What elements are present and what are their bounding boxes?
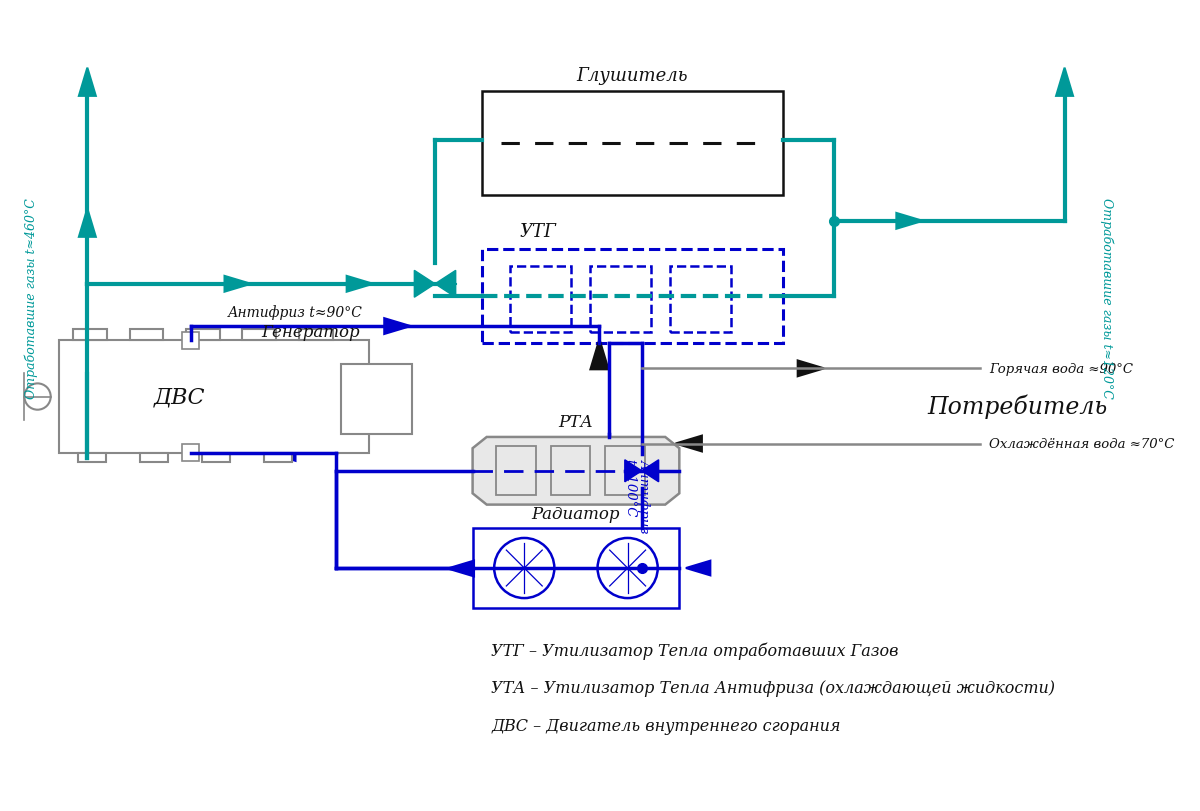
Polygon shape [798, 361, 824, 377]
Text: УТА – Утилизатор Тепла Антифриза (охлаждающей жидкости): УТА – Утилизатор Тепла Антифриза (охлажд… [491, 680, 1055, 697]
Text: Отработавшие газы t≈120°C: Отработавшие газы t≈120°C [1100, 198, 1114, 399]
Bar [482, 92, 782, 195]
Polygon shape [642, 460, 659, 483]
Polygon shape [473, 437, 679, 505]
Bar [605, 447, 644, 496]
Polygon shape [79, 209, 96, 238]
Polygon shape [676, 436, 702, 452]
Polygon shape [347, 277, 373, 292]
Bar [140, 453, 168, 463]
Polygon shape [686, 561, 710, 576]
Bar [264, 453, 292, 463]
Polygon shape [414, 271, 436, 298]
Bar [78, 453, 106, 463]
Text: РТА: РТА [558, 414, 593, 431]
Polygon shape [384, 319, 410, 335]
Polygon shape [1056, 69, 1073, 97]
Text: УТГ: УТГ [520, 222, 557, 240]
Bar [59, 341, 370, 453]
Bar [551, 447, 590, 496]
Bar [670, 267, 731, 333]
Text: Горячая вода ≈90°C: Горячая вода ≈90°C [990, 363, 1134, 375]
Text: ДВС: ДВС [154, 386, 205, 408]
Polygon shape [625, 460, 642, 483]
Bar [182, 445, 199, 461]
Bar [496, 447, 535, 496]
Bar [473, 529, 679, 608]
Bar [482, 250, 782, 344]
Text: Антифриз t≈90°C: Антифриз t≈90°C [228, 304, 364, 320]
Bar [510, 267, 571, 333]
Text: Отработавшие газы t≈460°C: Отработавшие газы t≈460°C [24, 198, 37, 399]
Text: УТГ – Утилизатор Тепла отработавших Газов: УТГ – Утилизатор Тепла отработавших Газо… [491, 642, 899, 659]
Text: Охлаждённая вода ≈70°C: Охлаждённая вода ≈70°C [990, 437, 1175, 450]
Text: Радиатор: Радиатор [532, 506, 620, 523]
Polygon shape [601, 445, 617, 471]
Text: ДВС – Двигатель внутреннего сгорания: ДВС – Двигатель внутреннего сгорания [491, 717, 841, 734]
Polygon shape [436, 271, 456, 298]
Bar [299, 329, 332, 341]
Bar [341, 364, 412, 435]
Polygon shape [224, 277, 251, 292]
Bar [73, 329, 107, 341]
Text: Потребитель: Потребитель [928, 394, 1108, 418]
Bar [590, 267, 652, 333]
Polygon shape [896, 213, 923, 230]
Polygon shape [269, 445, 295, 461]
Bar [130, 329, 163, 341]
Bar [186, 329, 220, 341]
Polygon shape [590, 340, 608, 370]
Text: Антифриз
t=100°C: Антифриз t=100°C [623, 458, 650, 533]
Bar [202, 453, 230, 463]
Bar [242, 329, 276, 341]
Text: Глушитель: Глушитель [576, 67, 688, 84]
Polygon shape [448, 561, 474, 577]
Bar [182, 333, 199, 350]
Polygon shape [79, 69, 96, 97]
Text: Генератор: Генератор [262, 324, 360, 341]
